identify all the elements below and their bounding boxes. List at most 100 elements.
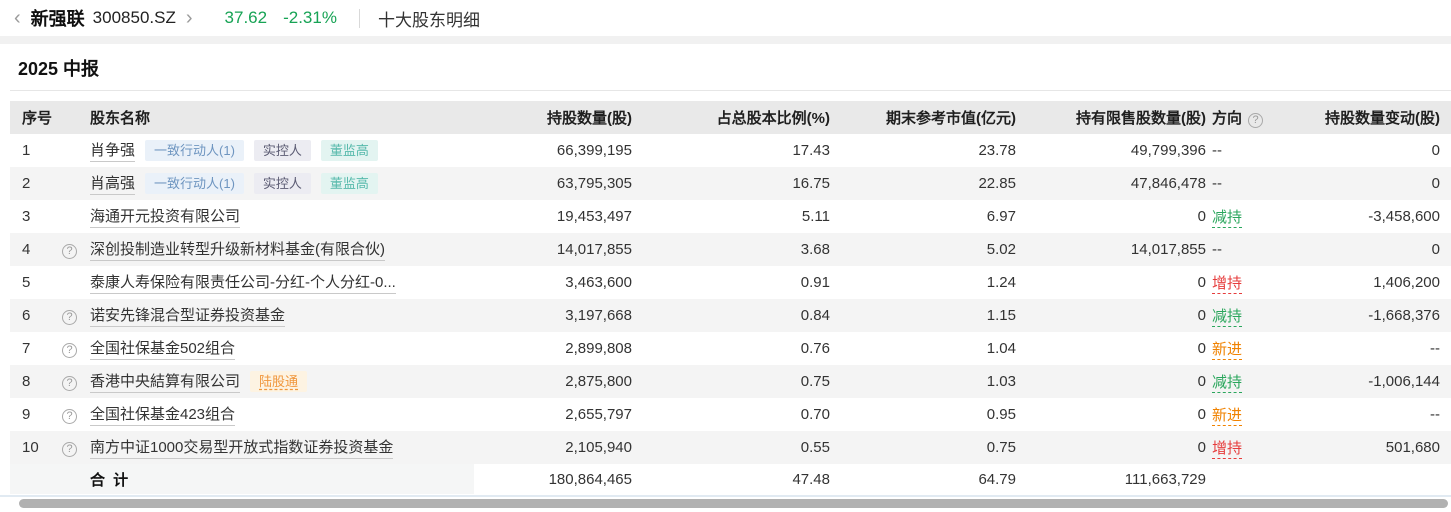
badge-purple: 实控人 (253, 173, 311, 194)
table-row[interactable]: 1 肖争强 一致行动人(1) 实控人 董监高 66,399,195 17.43 23.… (10, 134, 1451, 167)
shareholder-name-link[interactable]: 香港中央結算有限公司 (90, 370, 241, 393)
restricted-shares-cell: 0 (1197, 406, 1206, 423)
shareholder-name-link[interactable]: 肖高强 (90, 172, 136, 195)
ratio-cell: 5.11 (801, 208, 830, 225)
help-icon[interactable]: ? (62, 408, 77, 424)
rank-cell: 1 (22, 142, 31, 159)
header-shares: 持股数量(股) (547, 110, 632, 127)
table-row[interactable]: 7 ? 全国社保基金502组合 2,899,808 0.76 1.04 0 新进… (10, 332, 1451, 365)
report-section: 2025 中报 序号 股东名称 持股数量(股) 占总股本比例(%) 期末参考市值… (10, 44, 1451, 512)
market-value-cell: 1.04 (986, 340, 1016, 357)
table-row[interactable]: 2 肖高强 一致行动人(1) 实控人 董监高 63,795,305 16.75 22.… (10, 167, 1451, 200)
bottom-edge-line (0, 495, 1451, 497)
ratio-cell: 0.55 (800, 439, 830, 456)
help-icon[interactable]: ? (62, 441, 77, 457)
shares-cell: 66,399,195 (556, 142, 632, 159)
shareholder-name-link[interactable]: 全国社保基金423组合 (90, 403, 236, 426)
forward-icon[interactable]: › (185, 7, 193, 29)
direction-cell: -- (1212, 241, 1222, 258)
direction-tag: 新进 (1212, 407, 1243, 426)
ratio-cell: 0.76 (800, 340, 830, 357)
restricted-shares-cell: 0 (1197, 340, 1206, 357)
table-row[interactable]: 4 ? 深创投制造业转型升级新材料基金(有限合伙) 14,017,855 3.6… (10, 233, 1451, 266)
direction-cell: 减持 (1206, 305, 1284, 327)
rank-cell: 7 (22, 340, 31, 357)
change-cell: -1,668,376 (1368, 307, 1440, 324)
shares-cell: 63,795,305 (556, 175, 632, 192)
table-row[interactable]: 6 ? 诺安先锋混合型证券投资基金 3,197,668 0.84 1.15 0 … (10, 299, 1451, 332)
header-direction: 方向? (1206, 107, 1284, 128)
shares-cell: 19,453,497 (556, 208, 632, 225)
direction-cell: 减持 (1206, 371, 1284, 393)
header-ratio: 占总股本比例(%) (716, 110, 830, 127)
header-restricted-shares: 持有限售股数量(股) (1076, 110, 1206, 127)
shareholder-name-link[interactable]: 诺安先锋混合型证券投资基金 (90, 304, 286, 327)
direction-tag: 增持 (1212, 275, 1243, 294)
direction-tag: 减持 (1212, 308, 1243, 327)
total-label: 合 计 (90, 471, 131, 489)
shareholder-name-link[interactable]: 泰康人寿保险有限责任公司-分红-个人分红-0... (90, 271, 396, 294)
rank-cell: 4 (22, 241, 31, 258)
stock-price: 37.62 (224, 8, 268, 27)
total-market-value-cell: 64.79 (978, 470, 1016, 488)
table-header-row: 序号 股东名称 持股数量(股) 占总股本比例(%) 期末参考市值(亿元) 持有限… (10, 101, 1451, 134)
scrollbar-thumb[interactable] (19, 499, 1448, 508)
direction-tag: 新进 (1212, 341, 1243, 360)
shareholder-name-link[interactable]: 海通开元投资有限公司 (90, 205, 241, 228)
shareholder-name-cell: 肖高强 一致行动人(1) 实控人 董监高 (90, 172, 474, 195)
direction-cell: -- (1212, 142, 1222, 159)
shareholder-name-cell: 诺安先锋混合型证券投资基金 (90, 304, 474, 327)
help-icon[interactable]: ? (62, 342, 77, 358)
badge-purple: 实控人 (253, 140, 311, 161)
header-change: 持股数量变动(股) (1325, 110, 1440, 127)
table-row[interactable]: 8 ? 香港中央結算有限公司 陆股通 2,875,800 0.75 1.03 0 … (10, 365, 1451, 398)
direction-tag: 减持 (1212, 209, 1243, 228)
horizontal-scrollbar (10, 498, 1451, 512)
total-restricted-cell: 111,663,729 (1124, 470, 1206, 488)
direction-cell: 新进 (1206, 404, 1284, 426)
back-icon[interactable]: ‹ (14, 7, 21, 29)
ratio-cell: 0.70 (800, 406, 830, 423)
market-value-cell: 5.02 (986, 241, 1016, 258)
shareholder-name-link[interactable]: 全国社保基金502组合 (90, 337, 236, 360)
restricted-shares-cell: 47,846,478 (1130, 175, 1206, 192)
total-shares-cell: 180,864,465 (548, 470, 632, 488)
shareholder-name-link[interactable]: 深创投制造业转型升级新材料基金(有限合伙) (90, 238, 385, 261)
direction-cell: 增持 (1206, 272, 1284, 294)
shares-cell: 2,105,940 (565, 439, 632, 456)
table-row[interactable]: 9 ? 全国社保基金423组合 2,655,797 0.70 0.95 0 新进… (10, 398, 1451, 431)
shareholder-name-cell: 深创投制造业转型升级新材料基金(有限合伙) (90, 238, 474, 261)
rank-cell: 8 (22, 373, 31, 390)
market-value-cell: 6.97 (986, 208, 1016, 225)
restricted-shares-cell: 0 (1197, 208, 1206, 225)
market-value-cell: 0.75 (986, 439, 1016, 456)
help-icon[interactable]: ? (62, 375, 77, 391)
report-period-title: 2025 中报 (18, 59, 100, 79)
rank-cell: 3 (22, 208, 31, 225)
table-row[interactable]: 5 泰康人寿保险有限责任公司-分红-个人分红-0... 3,463,600 0.… (10, 266, 1451, 299)
badge-orange: 陆股通 (250, 371, 308, 392)
stock-change: -2.31% (283, 8, 337, 27)
shareholder-name-cell: 南方中证1000交易型开放式指数证券投资基金 (90, 436, 474, 459)
change-cell: 0 (1431, 175, 1440, 192)
direction-cell: 减持 (1206, 206, 1284, 228)
direction-tag: 减持 (1212, 374, 1243, 393)
header-shareholder-name: 股东名称 (90, 110, 151, 127)
change-cell: -3,458,600 (1368, 208, 1440, 225)
table-body: 1 肖争强 一致行动人(1) 实控人 董监高 66,399,195 17.43 23.… (10, 134, 1451, 464)
direction-tag: 增持 (1212, 440, 1243, 459)
direction-help-icon[interactable]: ? (1248, 113, 1264, 128)
shareholder-name-link[interactable]: 肖争强 (90, 139, 136, 162)
shareholder-name-link[interactable]: 南方中证1000交易型开放式指数证券投资基金 (90, 436, 394, 459)
topbar-divider (358, 8, 360, 28)
help-icon[interactable]: ? (62, 243, 77, 259)
table-row[interactable]: 3 海通开元投资有限公司 19,453,497 5.11 6.97 0 减持 -… (10, 200, 1451, 233)
market-value-cell: 1.24 (986, 274, 1016, 291)
restricted-shares-cell: 0 (1197, 274, 1206, 291)
table-row[interactable]: 10 ? 南方中证1000交易型开放式指数证券投资基金 2,105,940 0.… (10, 431, 1451, 464)
stock-code: 300850.SZ (92, 8, 176, 27)
badge-teal: 董监高 (320, 140, 378, 161)
market-value-cell: 22.85 (978, 175, 1016, 192)
shares-cell: 2,655,797 (565, 406, 632, 423)
help-icon[interactable]: ? (62, 309, 77, 325)
